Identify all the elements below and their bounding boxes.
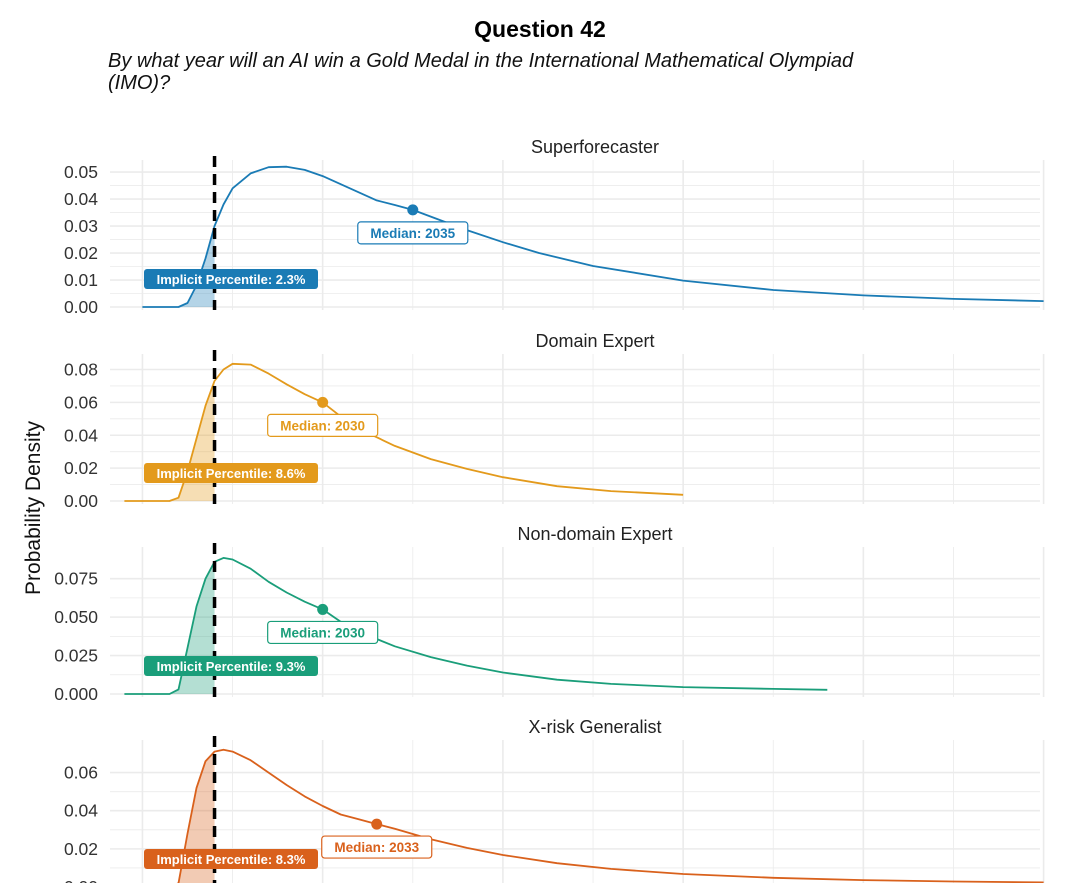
median-point: [317, 603, 329, 615]
density-curve: [124, 362, 684, 502]
median-label: Median: 2030: [280, 625, 365, 640]
median-point: [371, 818, 383, 830]
y-tick-label: 0.02: [64, 243, 98, 263]
median-label-box: [267, 413, 379, 437]
y-tick-label: 0.050: [54, 607, 98, 627]
panel-strip-label: Superforecaster: [531, 137, 659, 157]
implicit-percentile-label: Implicit Percentile: 8.3%: [157, 852, 306, 867]
implicit-percentile-box: [144, 269, 318, 289]
y-axis-label: Probability Density: [22, 421, 45, 595]
median-label: Median: 2035: [370, 226, 455, 241]
median-label-box: [357, 221, 469, 245]
y-tick-label: 0.06: [64, 392, 98, 412]
panel-strip-label: X-risk Generalist: [528, 717, 661, 737]
median-label-box: [321, 835, 433, 859]
y-tick-label: 0.00: [64, 491, 98, 511]
y-tick-label: 0.04: [64, 801, 98, 821]
panel-non-domain-expert: Non-domain Expert 0.000 0.025 0.050 0.075 Med…: [54, 524, 1045, 704]
y-tick-label: 0.00: [64, 297, 98, 317]
median-point: [407, 204, 419, 216]
y-tick-label: 0.00: [64, 877, 98, 883]
y-tick-label: 0.01: [64, 270, 98, 290]
y-tick-label: 0.075: [54, 569, 98, 589]
shaded-area: [124, 381, 215, 501]
implicit-percentile-box: [144, 463, 318, 483]
implicit-percentile-label: Implicit Percentile: 2.3%: [157, 272, 306, 287]
y-tick-label: 0.02: [64, 839, 98, 859]
median-label: Median: 2033: [334, 840, 419, 855]
panel-strip-label: Domain Expert: [535, 331, 654, 351]
y-tick-label: 0.04: [64, 425, 98, 445]
implicit-percentile-label: Implicit Percentile: 9.3%: [157, 659, 306, 674]
y-tick-label: 0.05: [64, 162, 98, 182]
implicit-percentile-label: Implicit Percentile: 8.6%: [157, 466, 306, 481]
median-point: [317, 396, 329, 408]
implicit-percentile-box: [144, 656, 318, 676]
median-label-box: [267, 620, 379, 645]
panel-x-risk-generalist: X-risk Generalist 0.00 0.02 0.04 0.06 Median:…: [64, 717, 1045, 883]
y-tick-label: 0.04: [64, 189, 98, 209]
median-label: Median: 2030: [280, 418, 365, 433]
y-tick-label: 0.08: [64, 360, 98, 380]
density-curve: [124, 557, 828, 695]
panel-domain-expert: Domain Expert 0.00 0.02 0.04 0.06 0.08 Median:…: [64, 331, 1045, 511]
y-tick-label: 0.000: [54, 684, 98, 704]
implicit-percentile-box: [144, 849, 318, 869]
y-tick-label: 0.03: [64, 216, 98, 236]
panel-superforecaster: Superforecaster 0.00 0.01 0.02 0.03 0.04 0.05 M…: [64, 137, 1045, 317]
y-tick-label: 0.025: [54, 646, 98, 666]
density-curve: [176, 748, 1044, 883]
chart-subtitle: By what year will an AI win a Gold Medal…: [108, 50, 854, 94]
y-tick-label: 0.02: [64, 458, 98, 478]
panel-strip-label: Non-domain Expert: [517, 524, 672, 544]
y-tick-label: 0.06: [64, 763, 98, 783]
chart-title: Question 42: [474, 16, 606, 42]
density-curve: [142, 165, 1044, 308]
